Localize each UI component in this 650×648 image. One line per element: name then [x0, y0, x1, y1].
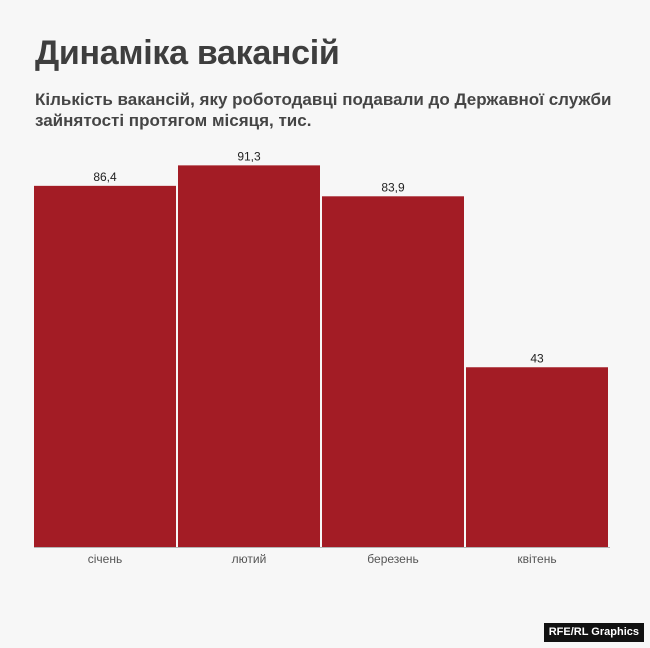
bar-2 — [178, 165, 320, 547]
chart-title: Динаміка вакансій — [35, 34, 340, 72]
x-tick-label-4: квітень — [517, 552, 556, 566]
bar-1 — [34, 185, 176, 547]
bar-4 — [466, 367, 608, 547]
value-label-1: 86,4 — [93, 170, 117, 184]
credit-badge: RFE/RL Graphics — [543, 623, 644, 642]
bars-group — [34, 165, 608, 547]
value-label-3: 83,9 — [381, 180, 405, 194]
x-tick-label-3: березень — [367, 552, 418, 566]
value-label-4: 43 — [530, 351, 544, 365]
value-label-2: 91,3 — [237, 149, 261, 163]
chart-subtitle: Кількість вакансій, яку роботодавці пода… — [35, 90, 612, 130]
bar-3 — [322, 196, 464, 547]
x-tick-label-2: лютий — [232, 552, 267, 566]
x-tick-labels-group: січень лютий березень квітень — [88, 552, 557, 566]
value-labels-group: 86,4 91,3 83,9 43 — [93, 149, 544, 365]
x-tick-label-1: січень — [88, 552, 122, 566]
